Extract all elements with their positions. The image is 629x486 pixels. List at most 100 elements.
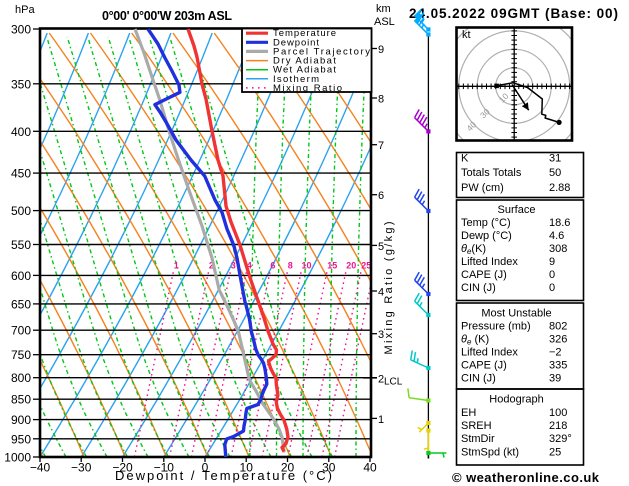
svg-text:24.05.2022 09GMT (Base: 00): 24.05.2022 09GMT (Base: 00)	[409, 6, 618, 21]
svg-text:© weatheronline.co.uk: © weatheronline.co.uk	[452, 470, 600, 485]
svg-text:100: 100	[549, 407, 567, 419]
svg-text:0: 0	[549, 269, 555, 281]
svg-text:9: 9	[549, 256, 555, 268]
svg-text:1000: 1000	[4, 451, 31, 465]
svg-text:39: 39	[549, 373, 561, 385]
svg-text:Lifted Index: Lifted Index	[461, 347, 518, 359]
svg-text:5: 5	[378, 241, 384, 253]
svg-text:CIN (J): CIN (J)	[461, 373, 496, 385]
svg-text:950: 950	[11, 432, 31, 446]
svg-text:3: 3	[231, 261, 236, 271]
svg-text:kt: kt	[462, 29, 471, 41]
svg-text:CIN (J): CIN (J)	[461, 282, 496, 294]
svg-text:50: 50	[549, 167, 561, 179]
svg-text:θe (K): θe (K)	[461, 334, 489, 347]
svg-text:1: 1	[174, 261, 179, 271]
svg-text:Dewpoint: Dewpoint	[273, 37, 319, 48]
svg-text:750: 750	[11, 348, 31, 362]
svg-text:800: 800	[11, 371, 31, 385]
svg-text:Mixing Ratio: Mixing Ratio	[273, 83, 342, 94]
svg-text:450: 450	[11, 167, 31, 181]
svg-text:Parcel Trajectory: Parcel Trajectory	[273, 46, 370, 57]
svg-text:10: 10	[302, 261, 312, 271]
svg-text:2: 2	[209, 261, 214, 271]
svg-text:4: 4	[247, 261, 252, 271]
svg-text:km: km	[376, 3, 391, 15]
svg-text:335: 335	[549, 360, 567, 372]
svg-text:2: 2	[378, 373, 384, 385]
svg-text:30: 30	[478, 106, 492, 120]
svg-text:326: 326	[549, 334, 567, 346]
svg-text:550: 550	[11, 238, 31, 252]
svg-text:2.88: 2.88	[549, 182, 570, 194]
svg-text:Temp (°C): Temp (°C)	[461, 217, 511, 229]
svg-text:308: 308	[549, 243, 567, 255]
svg-text:Totals Totals: Totals Totals	[461, 167, 522, 179]
svg-text:25: 25	[549, 446, 561, 458]
svg-text:802: 802	[549, 321, 567, 333]
svg-text:StmSpd (kt): StmSpd (kt)	[461, 446, 519, 458]
svg-text:4.6: 4.6	[549, 230, 564, 242]
svg-text:3: 3	[378, 329, 384, 341]
svg-text:−20: −20	[112, 461, 133, 475]
svg-text:329°: 329°	[549, 433, 572, 445]
svg-text:10: 10	[497, 91, 511, 105]
svg-text:0: 0	[549, 282, 555, 294]
svg-text:−30: −30	[71, 461, 92, 475]
svg-text:ASL: ASL	[374, 16, 395, 28]
svg-text:θe(K): θe(K)	[461, 243, 486, 256]
svg-text:Isotherm: Isotherm	[273, 74, 319, 85]
svg-text:Dewp (°C): Dewp (°C)	[461, 230, 512, 242]
svg-text:PW (cm): PW (cm)	[461, 182, 504, 194]
svg-text:350: 350	[11, 77, 31, 91]
svg-text:40: 40	[464, 119, 478, 133]
svg-text:Pressure (mb): Pressure (mb)	[461, 321, 531, 333]
svg-text:300: 300	[11, 23, 31, 37]
svg-text:−2: −2	[549, 347, 562, 359]
svg-text:Lifted Index: Lifted Index	[461, 256, 518, 268]
svg-text:500: 500	[11, 204, 31, 218]
svg-text:0: 0	[202, 461, 209, 475]
svg-text:Temperature: Temperature	[273, 28, 336, 39]
svg-text:10: 10	[240, 461, 254, 475]
svg-text:−40: −40	[30, 461, 51, 475]
svg-text:LCL: LCL	[384, 376, 403, 387]
svg-text:650: 650	[11, 297, 31, 311]
svg-text:0°00' 0°00'W 203m ASL: 0°00' 0°00'W 203m ASL	[102, 9, 232, 23]
svg-text:31: 31	[549, 153, 561, 165]
svg-text:25: 25	[361, 261, 371, 271]
svg-text:4: 4	[378, 287, 384, 299]
svg-text:9: 9	[378, 44, 384, 56]
svg-text:6: 6	[378, 190, 384, 202]
svg-text:Dry Adiabat: Dry Adiabat	[273, 56, 336, 67]
svg-text:600: 600	[11, 269, 31, 283]
svg-text:30: 30	[322, 461, 336, 475]
svg-text:20: 20	[346, 261, 356, 271]
svg-text:hPa: hPa	[15, 4, 35, 16]
svg-text:18.6: 18.6	[549, 217, 570, 229]
svg-text:20: 20	[281, 461, 295, 475]
svg-text:Wet Adiabat: Wet Adiabat	[273, 65, 336, 76]
svg-text:−10: −10	[154, 461, 175, 475]
svg-text:EH: EH	[461, 407, 476, 419]
svg-text:K: K	[461, 153, 469, 165]
svg-text:700: 700	[11, 324, 31, 338]
svg-text:7: 7	[378, 140, 384, 152]
svg-text:850: 850	[11, 393, 31, 407]
svg-text:6: 6	[270, 261, 275, 271]
svg-text:218: 218	[549, 420, 567, 432]
svg-text:40: 40	[363, 461, 377, 475]
svg-text:1: 1	[378, 414, 384, 426]
svg-text:CAPE (J): CAPE (J)	[461, 360, 507, 372]
svg-text:SREH: SREH	[461, 420, 492, 432]
svg-text:8: 8	[288, 261, 293, 271]
svg-text:400: 400	[11, 125, 31, 139]
svg-text:StmDir: StmDir	[461, 433, 495, 445]
svg-text:Surface: Surface	[498, 204, 536, 216]
svg-text:Dewpoint / Temperature (°C): Dewpoint / Temperature (°C)	[115, 468, 332, 483]
svg-text:8: 8	[378, 94, 384, 106]
svg-text:Mixing Ratio (g/kg): Mixing Ratio (g/kg)	[383, 222, 395, 355]
svg-text:15: 15	[327, 261, 337, 271]
svg-text:Hodograph: Hodograph	[489, 394, 543, 406]
svg-text:CAPE (J): CAPE (J)	[461, 269, 507, 281]
